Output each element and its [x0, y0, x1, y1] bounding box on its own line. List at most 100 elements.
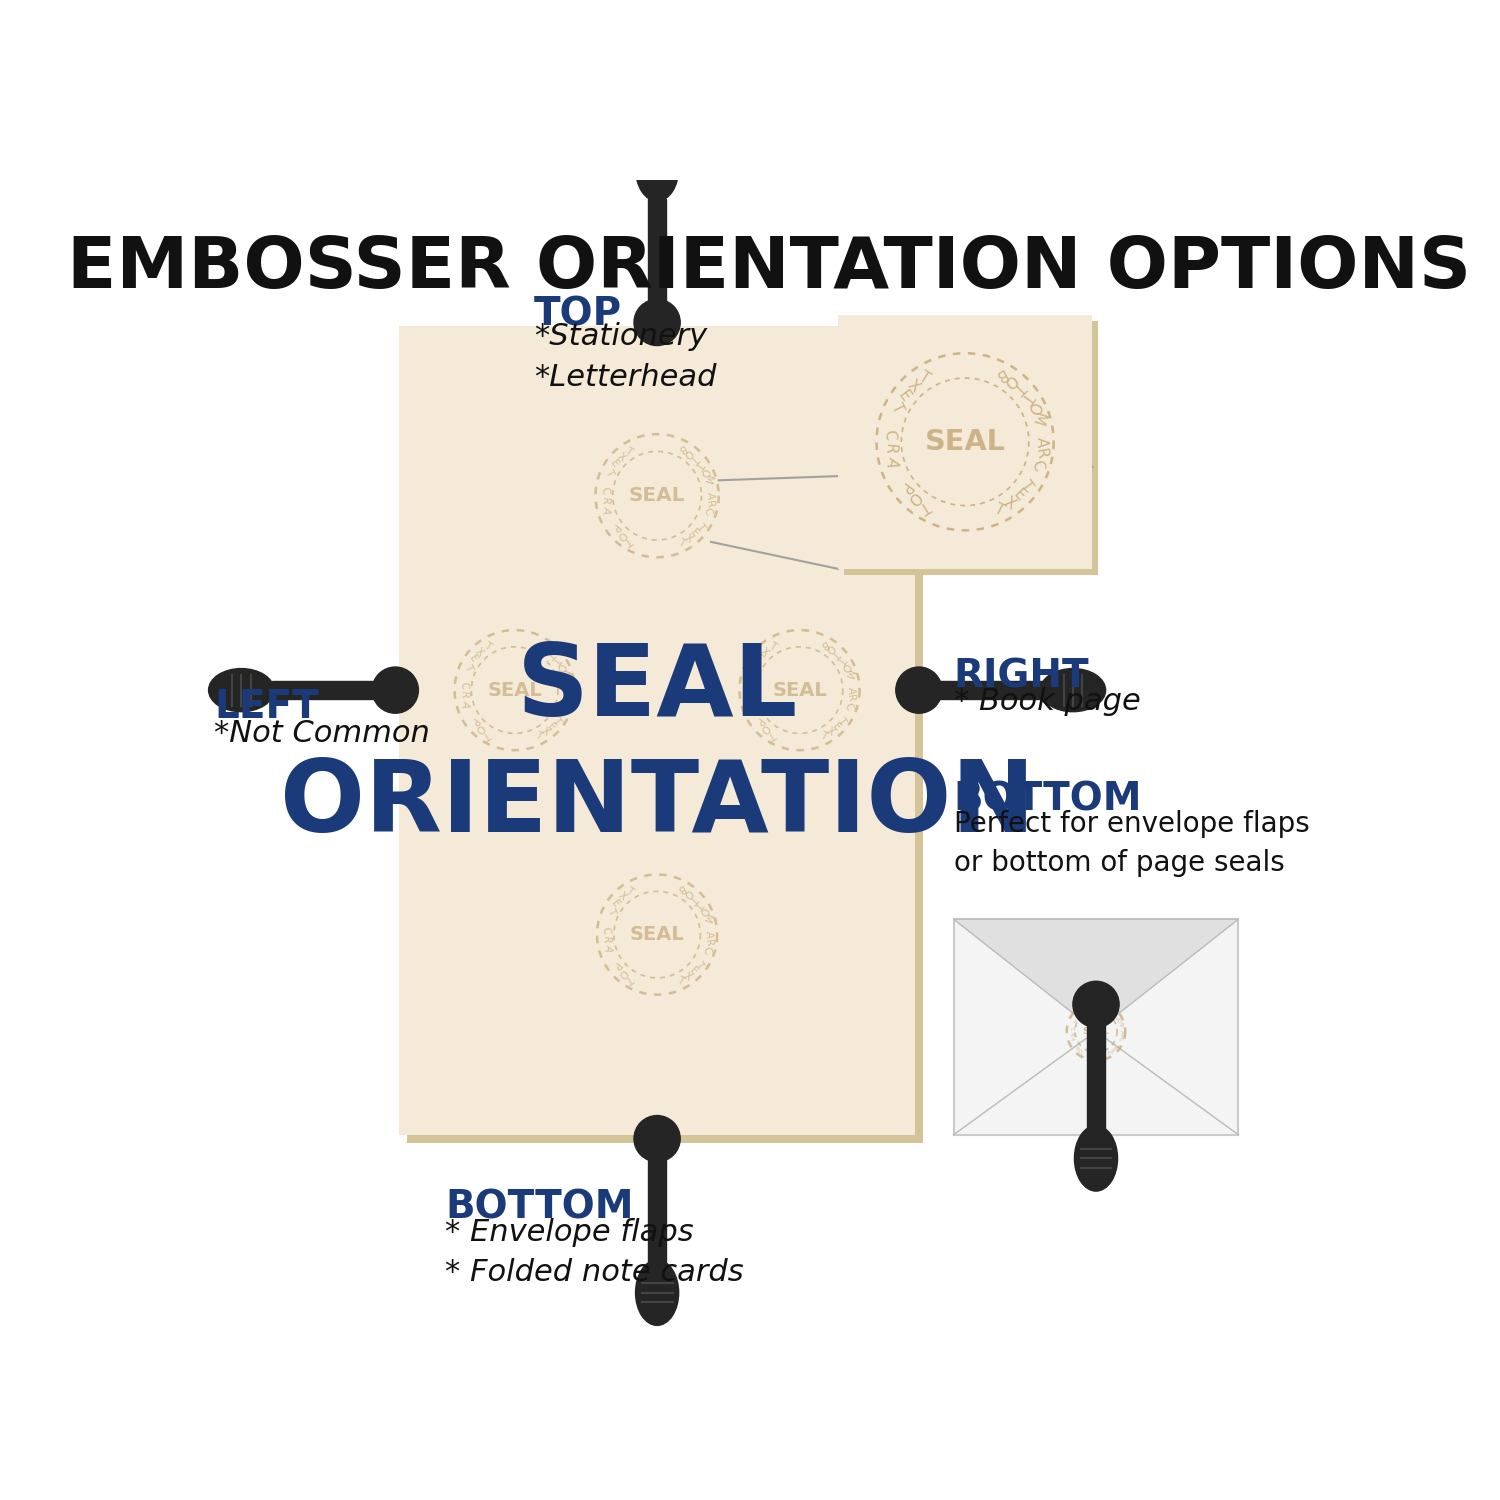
Text: T: T [916, 498, 933, 514]
Circle shape [896, 668, 942, 712]
Text: * Envelope flaps
* Folded note cards: * Envelope flaps * Folded note cards [446, 1218, 744, 1287]
Text: E: E [831, 722, 842, 732]
Polygon shape [272, 681, 388, 699]
Text: C: C [1118, 1036, 1124, 1041]
Bar [839, 315, 1092, 568]
Text: E: E [1072, 1014, 1078, 1019]
Text: T: T [831, 648, 842, 660]
Text: A: A [704, 932, 714, 938]
Text: T: T [836, 654, 848, 664]
Text: O: O [698, 465, 711, 477]
Text: T: T [888, 400, 906, 416]
Text: T: T [1080, 1050, 1084, 1056]
Text: BOTTOM: BOTTOM [954, 780, 1142, 819]
Text: E: E [468, 654, 478, 664]
Text: A: A [459, 699, 471, 709]
Text: T: T [688, 453, 700, 464]
Polygon shape [954, 920, 1239, 1032]
Text: SEAL: SEAL [628, 486, 686, 506]
Text: X: X [904, 376, 922, 394]
Text: E: E [1011, 488, 1028, 504]
Text: P: P [609, 522, 621, 532]
Text: M: M [558, 669, 570, 680]
Text: C: C [1029, 458, 1047, 472]
Ellipse shape [1074, 1125, 1118, 1191]
Text: T: T [688, 892, 699, 904]
Text: T: T [694, 459, 706, 470]
Text: SEAL: SEAL [1083, 1028, 1110, 1036]
Text: C: C [598, 486, 609, 495]
Polygon shape [648, 200, 666, 315]
Text: LEFT: LEFT [214, 688, 320, 726]
Text: C: C [882, 429, 897, 441]
Text: A: A [744, 699, 756, 709]
Text: X: X [824, 726, 836, 738]
Text: T: T [1019, 478, 1035, 495]
Text: M: M [702, 474, 714, 484]
Circle shape [372, 668, 419, 712]
Text: R: R [1032, 447, 1048, 460]
Text: T: T [693, 960, 705, 970]
Text: P: P [1072, 1044, 1078, 1048]
Text: T: T [603, 468, 615, 477]
Text: *Not Common: *Not Common [214, 718, 430, 748]
Text: R: R [600, 936, 610, 944]
Text: O: O [1076, 1047, 1082, 1053]
Text: TOP: TOP [534, 296, 622, 333]
Text: A: A [602, 944, 613, 954]
Text: B: B [1104, 1007, 1110, 1013]
Text: A: A [1034, 436, 1048, 447]
Text: O: O [1023, 399, 1042, 416]
Text: A: A [884, 456, 900, 470]
Text: X: X [681, 970, 693, 982]
Text: R: R [1068, 1032, 1074, 1035]
Text: R: R [702, 939, 714, 946]
Ellipse shape [636, 135, 678, 201]
Text: T: T [532, 730, 543, 742]
Text: SEAL: SEAL [630, 926, 684, 944]
Text: EMBOSSER ORIENTATION OPTIONS: EMBOSSER ORIENTATION OPTIONS [66, 234, 1472, 303]
Text: T: T [675, 975, 686, 987]
Text: T: T [1106, 1052, 1110, 1056]
Text: O: O [682, 447, 694, 459]
Text: O: O [1108, 1008, 1114, 1014]
Text: M: M [843, 669, 855, 680]
Ellipse shape [1040, 669, 1106, 711]
Text: R: R [1118, 1034, 1124, 1038]
Text: B: B [818, 638, 828, 650]
Text: T: T [550, 716, 562, 726]
Text: O: O [698, 904, 709, 916]
Text: E: E [896, 388, 914, 405]
Text: T: T [462, 663, 474, 672]
Text: O: O [1000, 370, 1018, 390]
Text: A: A [846, 687, 856, 693]
Text: R: R [598, 496, 609, 504]
Text: T: T [1113, 1014, 1119, 1019]
Text: E: E [610, 898, 621, 909]
Text: O: O [904, 488, 922, 507]
Text: E: E [688, 966, 699, 976]
Text: P: P [896, 478, 914, 495]
Text: B: B [675, 442, 687, 454]
Text: R: R [458, 692, 468, 699]
Text: A: A [561, 687, 572, 693]
Bar [844, 321, 1098, 574]
Text: T: T [916, 369, 933, 386]
Text: O: O [555, 660, 567, 672]
Polygon shape [1088, 1011, 1106, 1128]
Text: SEAL
ORIENTATION: SEAL ORIENTATION [279, 640, 1035, 854]
Text: Perfect for envelope flaps
or bottom of page seals: Perfect for envelope flaps or bottom of … [954, 810, 1310, 877]
Text: E: E [688, 528, 700, 538]
Text: O: O [1116, 1017, 1122, 1023]
Text: X: X [1002, 495, 1019, 513]
Text: C: C [700, 945, 712, 956]
Text: T: T [766, 640, 777, 652]
Text: T: T [693, 898, 705, 909]
Text: O: O [758, 722, 771, 735]
Bar [399, 327, 915, 1136]
Text: RIGHT: RIGHT [954, 657, 1089, 696]
Text: T: T [546, 648, 556, 660]
Text: A: A [1119, 1029, 1124, 1033]
Bar [954, 920, 1239, 1136]
Circle shape [634, 1116, 680, 1161]
